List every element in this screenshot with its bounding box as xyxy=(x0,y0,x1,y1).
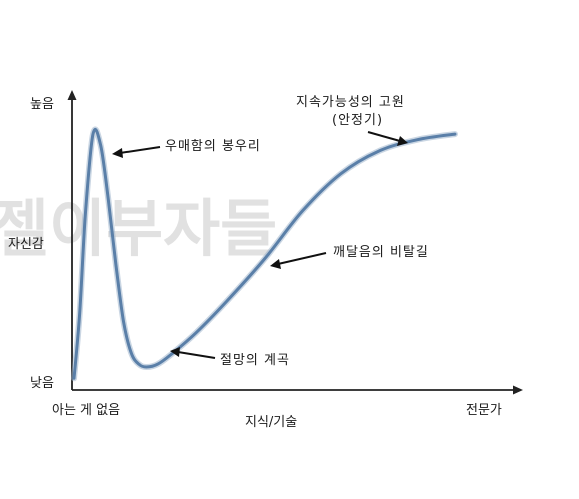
annotation-peak: 우매함의 봉우리 xyxy=(165,139,261,154)
y-tick-high: 높음 xyxy=(30,97,54,112)
series-line xyxy=(72,128,457,380)
annotation-valley: 절망의 계곡 xyxy=(220,353,290,368)
x-axis-label: 지식/기술 xyxy=(245,415,297,430)
watermark-text: 젤이부자들 xyxy=(0,192,277,265)
arrow-plateau xyxy=(367,131,408,146)
x-tick-end: 전문가 xyxy=(466,403,502,418)
annotation-slope: 깨달음의 비탈길 xyxy=(333,245,429,260)
annotation-plateau: 지속가능성의 고원 xyxy=(296,95,405,110)
arrow-valley xyxy=(170,347,216,359)
y-axis-arrow xyxy=(67,90,77,100)
arrow-peak xyxy=(112,146,161,158)
annotation-plateau-sub: (안정기) xyxy=(332,113,383,128)
arrow-slope xyxy=(270,252,327,269)
y-tick-low: 낮음 xyxy=(30,376,54,391)
x-axis-arrow xyxy=(513,385,523,395)
x-tick-start: 아는 게 없음 xyxy=(52,403,120,418)
y-axis-label: 자신감 xyxy=(8,237,44,252)
